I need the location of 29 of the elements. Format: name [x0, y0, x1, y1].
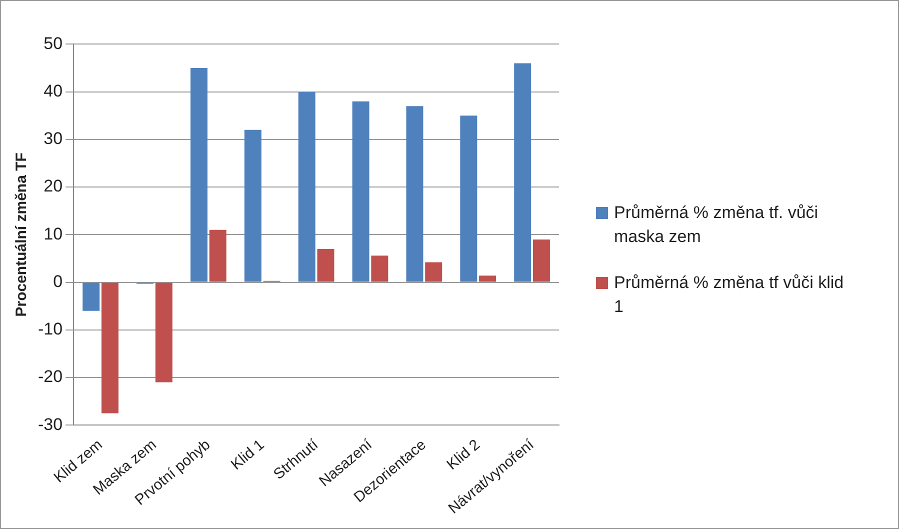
bar: [101, 282, 118, 414]
bar: [479, 276, 496, 282]
bar: [298, 92, 316, 282]
bar: [209, 230, 226, 282]
y-tick-label: 20: [44, 176, 63, 196]
bar: [352, 101, 370, 282]
y-tick-label: -20: [38, 367, 63, 386]
bar: [371, 256, 388, 282]
bar: [82, 282, 100, 311]
bar: [190, 68, 208, 282]
legend-label: Průměrná % změna tf vůči klid 1: [614, 272, 845, 318]
bar: [532, 239, 550, 282]
y-tick-label: 10: [44, 224, 63, 244]
y-tick-label: 50: [44, 34, 63, 53]
bar: [425, 262, 442, 282]
y-tick-label: 40: [44, 82, 63, 101]
bar: [317, 248, 334, 282]
bar: [155, 282, 172, 382]
y-tick-label: -10: [38, 320, 63, 339]
y-tick-label: -30: [38, 414, 63, 434]
y-tick-label: 0: [53, 272, 63, 291]
bar: [406, 106, 424, 282]
x-tick-label: Klid 1: [228, 436, 268, 474]
y-axis-title: Procentuální změna TF: [13, 152, 30, 317]
bar: [244, 130, 262, 282]
bar: [460, 116, 478, 282]
legend-label: Průměrná % změna tf. vůči maska zem: [614, 202, 820, 248]
y-tick-label: 30: [44, 129, 63, 148]
bar: [514, 63, 532, 282]
